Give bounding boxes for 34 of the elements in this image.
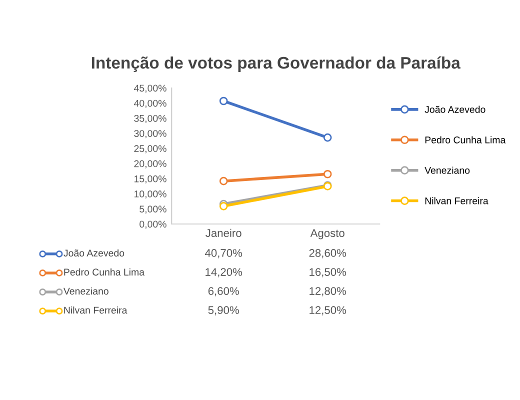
text: Pedro Cunha Lima bbox=[64, 268, 145, 276]
data-label: 14,20% bbox=[206, 268, 242, 278]
y-tick-label: 40,00% bbox=[134, 100, 166, 108]
legend-label: Veneziano bbox=[424, 166, 470, 174]
data-label: 12,50% bbox=[310, 306, 346, 316]
y-tick-label: 25,00% bbox=[134, 145, 166, 154]
data-label: 28,60% bbox=[309, 249, 346, 258]
x-tick-label: Janeiro bbox=[206, 228, 242, 238]
y-tick-label: 5,00% bbox=[140, 206, 166, 214]
x-tick-label: Agosto bbox=[310, 229, 344, 240]
text: Veneziano bbox=[63, 287, 108, 295]
y-tick-label: 35,00% bbox=[134, 114, 166, 123]
data-label: 12,80% bbox=[310, 287, 346, 296]
point bbox=[219, 96, 228, 106]
point bbox=[323, 133, 332, 142]
data-label: 5,90% bbox=[208, 306, 239, 316]
legend-label: Nilvan Ferreira bbox=[425, 197, 488, 204]
data-label: 40,70% bbox=[205, 249, 242, 258]
data-label: 6,60% bbox=[208, 287, 239, 296]
y-tick-label: 45,00% bbox=[134, 84, 166, 93]
point bbox=[323, 170, 332, 178]
text: João Azevedo bbox=[64, 249, 124, 257]
y-tick-label: 30,00% bbox=[134, 130, 166, 138]
point bbox=[219, 202, 228, 210]
y-tick-label: 20,00% bbox=[134, 160, 166, 168]
legend-label: João Azevedo bbox=[424, 106, 486, 113]
y-tick-label: 15,00% bbox=[134, 175, 166, 184]
y-tick-label: 10,00% bbox=[134, 190, 166, 199]
data-label: 16,50% bbox=[310, 268, 346, 278]
y-tick-label: 0,00% bbox=[140, 220, 166, 229]
legend-label: Pedro Cunha Lima bbox=[425, 136, 506, 144]
chart-title: Intenção de votos para Governador da Paraíba bbox=[92, 56, 460, 72]
point bbox=[219, 176, 228, 186]
text: Nilvan Ferreira bbox=[64, 306, 128, 314]
